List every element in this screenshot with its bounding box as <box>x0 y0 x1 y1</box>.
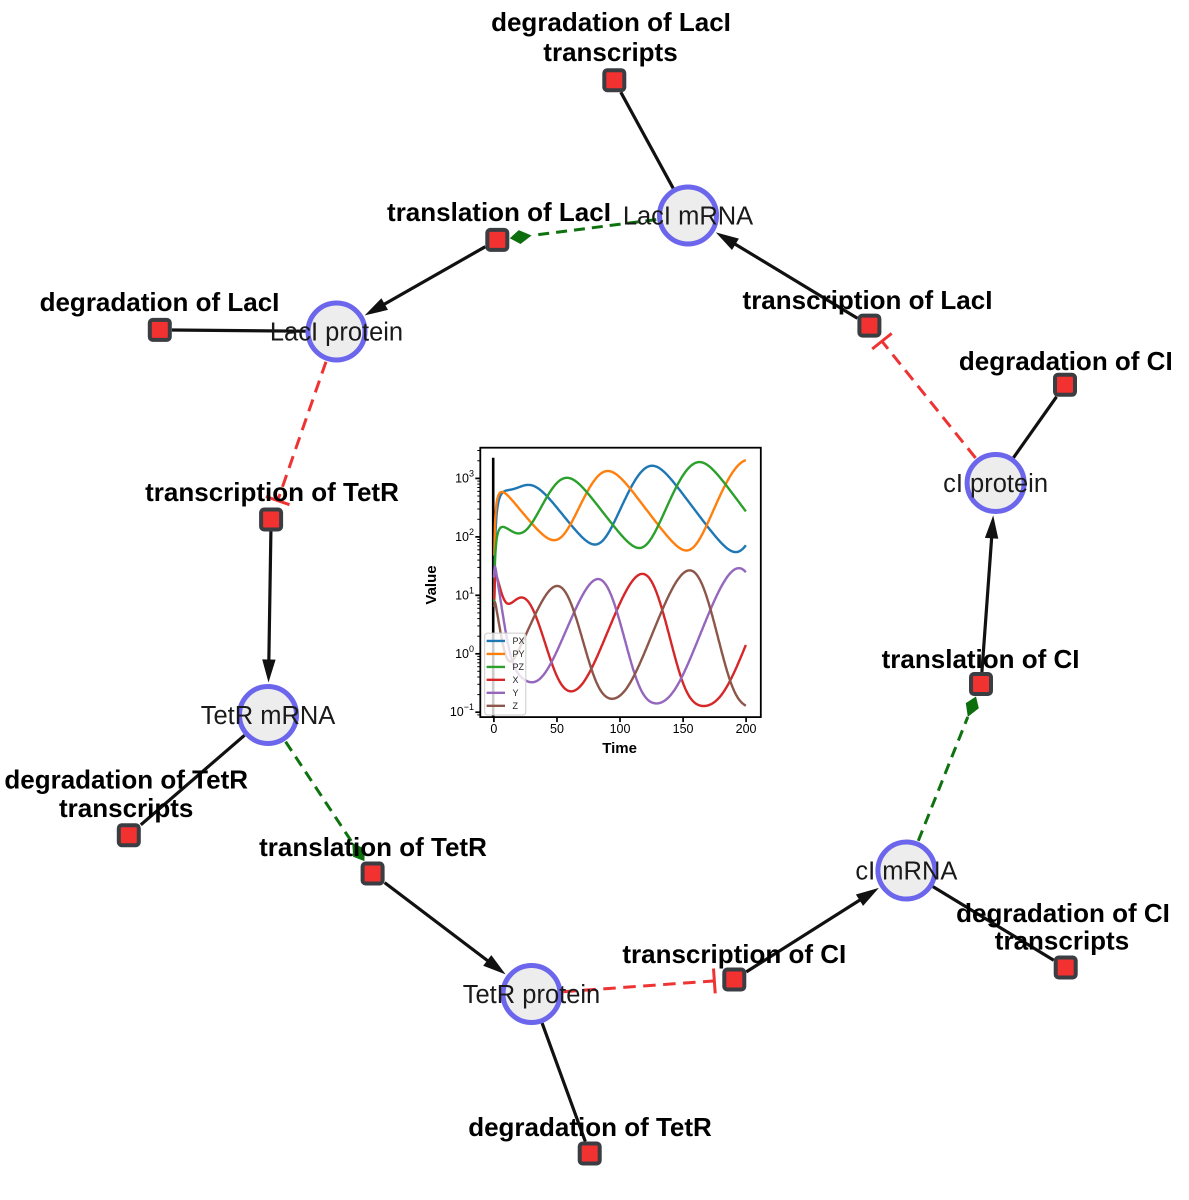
svg-text:cI protein: cI protein <box>943 470 1048 498</box>
svg-text:LacI protein: LacI protein <box>270 319 403 347</box>
svg-text:0: 0 <box>490 722 497 736</box>
svg-text:translation of LacI: translation of LacI <box>387 197 611 227</box>
svg-text:transcription of LacI: transcription of LacI <box>743 285 993 315</box>
svg-text:degradation of CI: degradation of CI <box>959 346 1173 376</box>
svg-text:Time: Time <box>602 740 637 757</box>
svg-text:degradation of LacI: degradation of LacI <box>491 7 731 37</box>
svg-text:Y: Y <box>513 688 519 698</box>
svg-text:TetR protein: TetR protein <box>463 981 601 1009</box>
svg-text:degradation of LacI: degradation of LacI <box>40 287 280 317</box>
svg-text:Value: Value <box>423 565 440 604</box>
svg-text:100: 100 <box>610 722 631 736</box>
svg-text:transcription of TetR: transcription of TetR <box>145 477 399 507</box>
svg-text:PY: PY <box>513 649 525 659</box>
svg-text:PX: PX <box>513 636 525 646</box>
svg-text:transcripts: transcripts <box>59 793 193 823</box>
svg-text:translation of CI: translation of CI <box>882 644 1080 674</box>
svg-text:degradation of TetR: degradation of TetR <box>468 1112 712 1142</box>
svg-text:150: 150 <box>673 722 694 736</box>
svg-text:Z: Z <box>513 701 519 711</box>
svg-text:transcripts: transcripts <box>995 926 1129 956</box>
svg-text:TetR mRNA: TetR mRNA <box>201 702 336 730</box>
svg-text:50: 50 <box>550 722 564 736</box>
svg-text:cI mRNA: cI mRNA <box>855 858 957 886</box>
svg-text:PZ: PZ <box>513 662 525 672</box>
svg-text:degradation of TetR: degradation of TetR <box>4 765 248 795</box>
svg-text:200: 200 <box>736 722 757 736</box>
svg-text:LacI mRNA: LacI mRNA <box>623 203 753 231</box>
svg-text:degradation of CI: degradation of CI <box>956 898 1170 928</box>
svg-text:X: X <box>513 675 519 685</box>
svg-text:transcription of CI: transcription of CI <box>622 939 846 969</box>
svg-text:transcripts: transcripts <box>543 37 677 67</box>
svg-text:translation of TetR: translation of TetR <box>259 832 487 862</box>
